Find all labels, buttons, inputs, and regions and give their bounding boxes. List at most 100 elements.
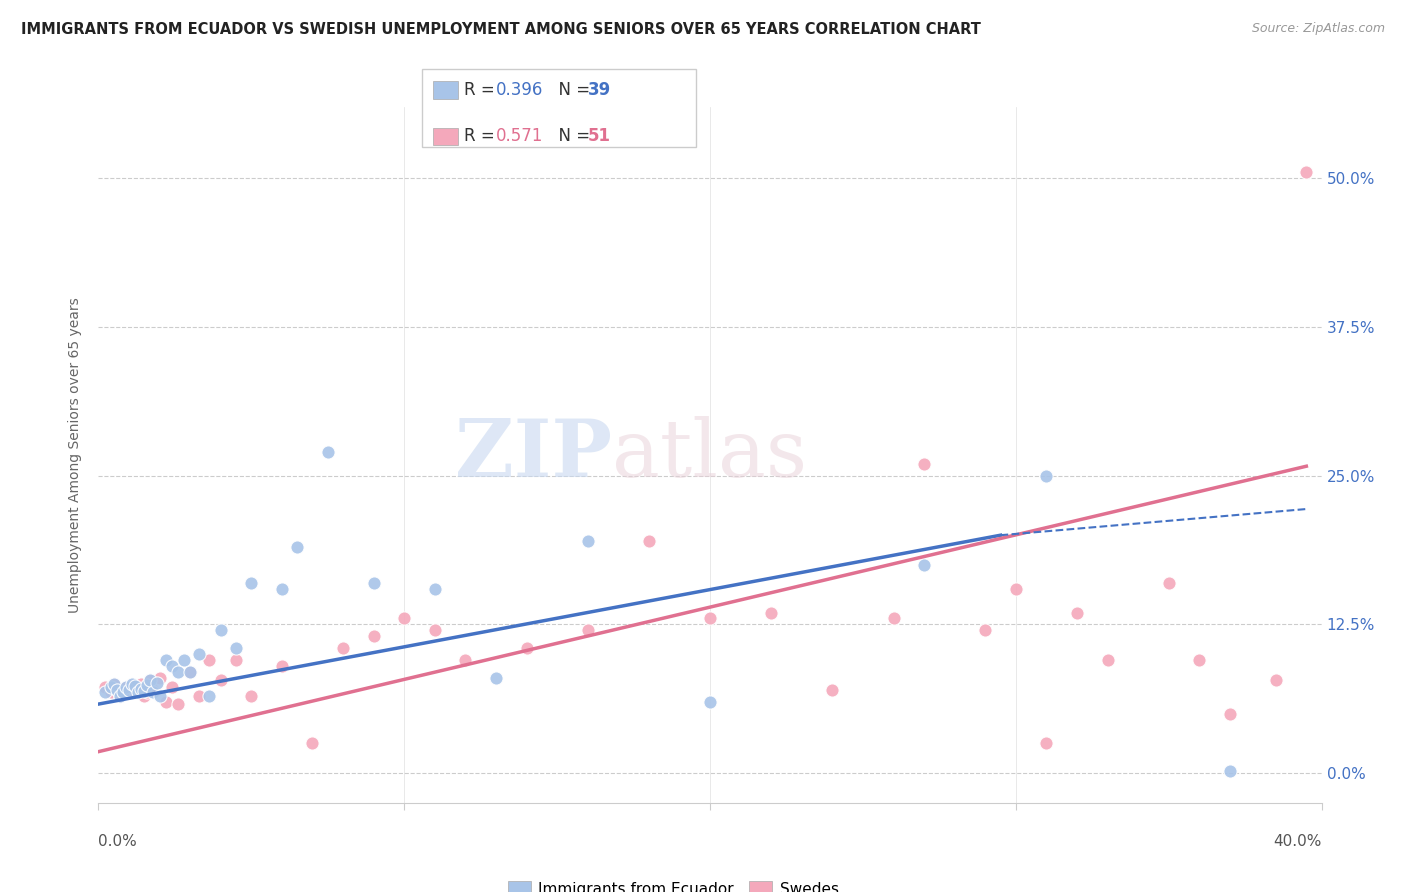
Text: Source: ZipAtlas.com: Source: ZipAtlas.com <box>1251 22 1385 36</box>
Point <box>209 673 232 688</box>
Point <box>1066 606 1088 620</box>
Point <box>121 679 143 693</box>
Point <box>124 679 146 693</box>
Point <box>115 681 138 695</box>
Point <box>127 685 149 699</box>
Point <box>167 665 190 679</box>
Point <box>516 641 538 656</box>
Point <box>285 540 308 554</box>
Text: R =: R = <box>464 81 501 99</box>
Point <box>115 681 138 695</box>
Text: N =: N = <box>548 81 596 99</box>
Text: N =: N = <box>548 128 596 145</box>
Text: 0.571: 0.571 <box>496 128 544 145</box>
Point <box>142 682 165 697</box>
Point <box>111 685 134 699</box>
Point <box>974 624 997 638</box>
Point <box>1219 706 1241 721</box>
Point <box>136 685 159 699</box>
Point <box>1219 764 1241 778</box>
Point <box>108 689 131 703</box>
Point <box>423 582 446 596</box>
Point <box>576 624 599 638</box>
Point <box>129 681 152 696</box>
Point <box>167 697 190 711</box>
Point <box>240 689 263 703</box>
Y-axis label: Unemployment Among Seniors over 65 years: Unemployment Among Seniors over 65 years <box>69 297 83 613</box>
Text: 40.0%: 40.0% <box>1274 834 1322 849</box>
Point <box>1188 653 1211 667</box>
Point <box>225 641 247 656</box>
Point <box>454 653 477 667</box>
Point <box>108 689 131 703</box>
Point <box>136 678 159 692</box>
Point <box>93 685 115 699</box>
Point <box>124 685 146 699</box>
Point <box>197 689 219 703</box>
Point <box>105 682 128 697</box>
Point <box>160 659 183 673</box>
Point <box>301 736 323 750</box>
Point <box>1157 575 1180 590</box>
Point <box>240 575 263 590</box>
Point <box>179 665 201 679</box>
Text: 51: 51 <box>588 128 610 145</box>
Point <box>145 675 167 690</box>
Point <box>316 445 339 459</box>
Point <box>118 682 141 697</box>
Point <box>173 653 195 667</box>
Point <box>392 611 416 625</box>
Text: 0.396: 0.396 <box>496 81 544 99</box>
Point <box>883 611 905 625</box>
Text: atlas: atlas <box>612 416 807 494</box>
Text: 0.0%: 0.0% <box>98 834 138 849</box>
Point <box>912 558 935 572</box>
Point <box>103 677 125 691</box>
Point <box>363 575 385 590</box>
Point <box>363 629 385 643</box>
Point <box>209 624 232 638</box>
Point <box>821 682 844 697</box>
Point <box>139 673 162 688</box>
Point <box>142 685 165 699</box>
Point <box>134 684 156 698</box>
Point <box>197 653 219 667</box>
Point <box>1264 673 1286 688</box>
Point <box>149 689 172 703</box>
Point <box>188 689 211 703</box>
Point <box>134 689 156 703</box>
Point <box>637 534 661 549</box>
Point <box>1035 736 1057 750</box>
Text: IMMIGRANTS FROM ECUADOR VS SWEDISH UNEMPLOYMENT AMONG SENIORS OVER 65 YEARS CORR: IMMIGRANTS FROM ECUADOR VS SWEDISH UNEMP… <box>21 22 981 37</box>
Point <box>1295 165 1317 179</box>
Point <box>699 695 721 709</box>
Legend: Immigrants from Ecuador, Swedes: Immigrants from Ecuador, Swedes <box>502 875 845 892</box>
Point <box>759 606 782 620</box>
Point <box>225 653 247 667</box>
Point <box>100 685 122 699</box>
Point <box>103 677 125 691</box>
Point <box>160 681 183 695</box>
Point <box>121 677 143 691</box>
Text: R =: R = <box>464 128 501 145</box>
Point <box>155 695 177 709</box>
Point <box>149 671 172 685</box>
Point <box>155 653 177 667</box>
Point <box>1097 653 1119 667</box>
Point <box>485 671 508 685</box>
Point <box>1035 468 1057 483</box>
Point <box>127 681 149 696</box>
Point <box>270 659 292 673</box>
Point <box>270 582 292 596</box>
Text: 39: 39 <box>588 81 612 99</box>
Point <box>912 457 935 471</box>
Point <box>576 534 599 549</box>
Point <box>129 677 152 691</box>
Point <box>105 682 128 697</box>
Point <box>423 624 446 638</box>
Point <box>118 682 141 697</box>
Point <box>139 673 162 688</box>
Point <box>699 611 721 625</box>
Text: ZIP: ZIP <box>456 416 612 494</box>
Point <box>111 685 134 699</box>
